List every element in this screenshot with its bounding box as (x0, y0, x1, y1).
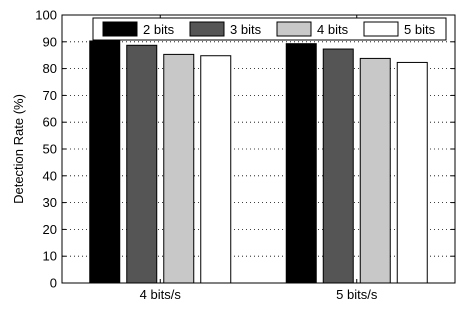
legend-label: 4 bits (317, 22, 349, 37)
x-tick-label: 5 bits/s (336, 287, 378, 302)
y-tick-label: 100 (35, 8, 57, 23)
legend-label: 2 bits (143, 22, 175, 37)
legend-label: 3 bits (230, 22, 262, 37)
bar (126, 44, 158, 284)
x-axis: 4 bits/s 5 bits/s (140, 15, 378, 302)
y-tick-label: 10 (43, 249, 57, 264)
legend: 2 bits 3 bits 4 bits 5 bits (92, 17, 447, 41)
y-tick-label: 50 (43, 142, 57, 157)
bar (200, 55, 232, 284)
grid (62, 41, 455, 257)
y-tick-label: 40 (43, 168, 57, 183)
y-axis-title: Detection Rate (%) (11, 94, 26, 204)
bar (163, 53, 195, 284)
bar (322, 48, 354, 284)
y-tick-label: 60 (43, 115, 57, 130)
bar (89, 40, 121, 284)
y-tick-label: 0 (50, 276, 57, 291)
legend-box (92, 17, 447, 41)
y-tick-label: 20 (43, 222, 57, 237)
bar (396, 61, 428, 284)
y-tick-label: 80 (43, 61, 57, 76)
y-tick-label: 30 (43, 195, 57, 210)
bars (89, 40, 428, 284)
y-tick-label: 70 (43, 88, 57, 103)
bar (359, 57, 391, 284)
y-tick-label: 90 (43, 34, 57, 49)
x-tick-label: 4 bits/s (140, 287, 182, 302)
bar (285, 43, 317, 284)
legend-swatch (363, 21, 399, 37)
legend-swatch (189, 21, 225, 37)
legend-label: 5 bits (404, 22, 436, 37)
legend-swatch (276, 21, 312, 37)
y-axis: 0 10 20 30 40 50 60 70 80 90 100 (35, 8, 455, 291)
legend-swatch (102, 21, 138, 37)
